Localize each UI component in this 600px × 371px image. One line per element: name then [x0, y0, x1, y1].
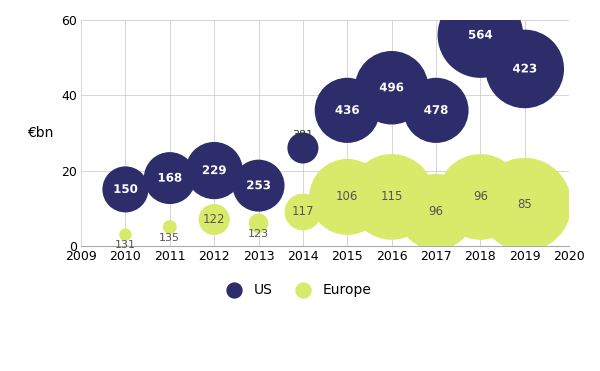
Point [254, 183, 263, 188]
Text: 229: 229 [202, 164, 226, 177]
Point [121, 232, 130, 237]
Text: 122: 122 [203, 213, 226, 226]
Legend: US, Europe: US, Europe [215, 277, 377, 302]
Point [121, 186, 130, 192]
Point [209, 168, 219, 174]
Point [165, 175, 175, 181]
Text: 106: 106 [336, 190, 358, 203]
Text: 564: 564 [468, 29, 493, 42]
Text: 168: 168 [157, 172, 182, 185]
Text: 96: 96 [473, 190, 488, 203]
Text: 381: 381 [292, 131, 313, 141]
Point [476, 194, 485, 200]
Text: 478: 478 [424, 104, 448, 117]
Point [343, 107, 352, 113]
Point [298, 145, 308, 151]
Point [209, 217, 219, 223]
Text: 423: 423 [512, 62, 537, 75]
Point [165, 224, 175, 230]
Text: 496: 496 [379, 81, 404, 94]
Point [431, 107, 441, 113]
Text: 85: 85 [517, 198, 532, 211]
Text: 115: 115 [380, 190, 403, 203]
Text: 96: 96 [428, 206, 443, 219]
Point [520, 66, 530, 72]
Text: 123: 123 [248, 229, 269, 239]
Point [520, 201, 530, 207]
Point [387, 194, 397, 200]
Y-axis label: €bn: €bn [27, 126, 53, 140]
Point [254, 220, 263, 226]
Text: 436: 436 [335, 104, 359, 117]
Point [343, 194, 352, 200]
Text: 135: 135 [160, 233, 181, 243]
Point [298, 209, 308, 215]
Text: 117: 117 [292, 206, 314, 219]
Point [476, 32, 485, 38]
Text: 253: 253 [246, 179, 271, 192]
Text: 150: 150 [113, 183, 137, 196]
Point [387, 85, 397, 91]
Text: 131: 131 [115, 240, 136, 250]
Point [431, 209, 441, 215]
